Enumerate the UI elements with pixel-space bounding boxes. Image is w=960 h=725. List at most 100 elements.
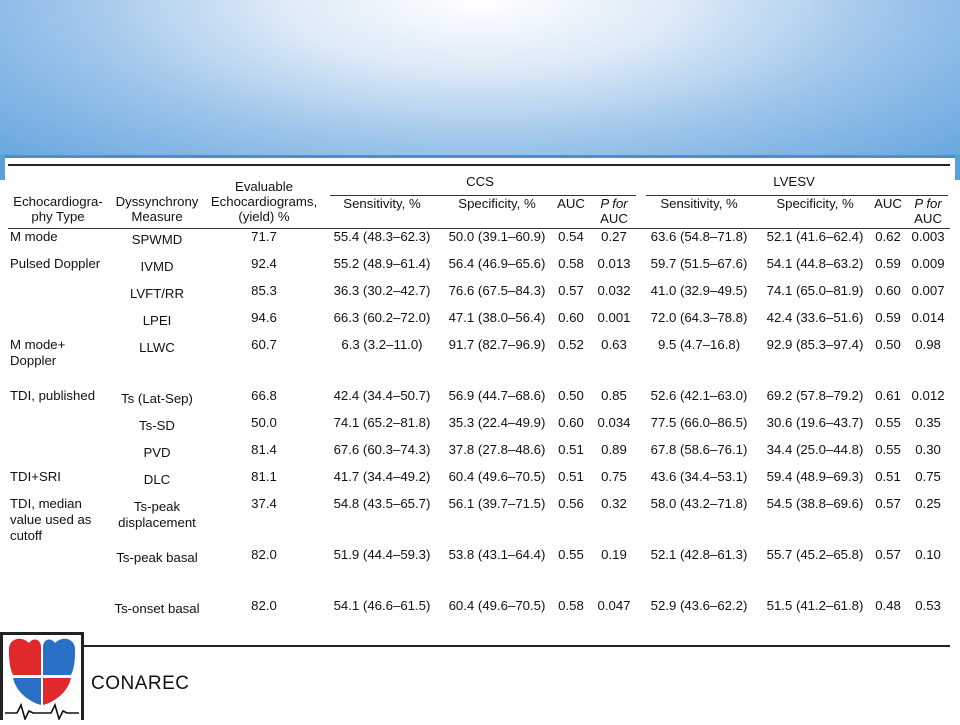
- cell-ccs-p: 0.63: [601, 337, 627, 352]
- cell-lv-auc: 0.55: [875, 415, 901, 430]
- cell-ccs-auc: 0.58: [558, 256, 584, 271]
- banner-edge-left: [0, 155, 5, 180]
- cell-measure: LVFT/RR: [130, 286, 184, 301]
- cell-type: M mode+ Doppler: [10, 337, 66, 368]
- cell-type: TDI, median value used as cutoff: [10, 496, 92, 543]
- cell-measure: Ts-SD: [139, 418, 175, 433]
- cell-type: [8, 547, 108, 598]
- table-row: Pulsed Doppler IVMD 92.4 55.2 (48.9–61.4) 56…: [8, 256, 950, 283]
- table-row: M mode+ Doppler LLWC 60.7 6.3 (3.2–11.0) 91.…: [8, 337, 950, 388]
- cell-lv-p: 0.25: [915, 496, 941, 511]
- cell-lv-auc: 0.48: [870, 598, 907, 647]
- cell-lv-sens: 63.6 (54.8–71.8): [650, 229, 748, 244]
- cell-type: TDI+SRI: [10, 469, 61, 484]
- cell-ccs-spec: 37.8 (27.8–48.6): [448, 442, 546, 457]
- cell-ccs-p: 0.32: [601, 496, 627, 511]
- cell-lv-auc: 0.62: [875, 229, 901, 244]
- cell-lv-spec: 30.6 (19.6–43.7): [766, 415, 864, 430]
- cell-lv-spec: 69.2 (57.8–79.2): [766, 388, 864, 403]
- table-row: TDI, median value used as cutoff Ts-peak …: [8, 496, 950, 547]
- header-ccs-specificity: Specificity, %: [442, 196, 552, 229]
- cell-lv-p: 0.009: [911, 256, 945, 271]
- cell-lv-p: 0.30: [915, 442, 941, 457]
- cell-lv-sens: 52.1 (42.8–61.3): [650, 547, 748, 562]
- cell-measure: SPWMD: [131, 232, 183, 247]
- cell-lv-auc: 0.50: [875, 337, 901, 352]
- cell-measure: Ts-peak basal: [116, 550, 198, 565]
- cell-yield: 50.0: [251, 415, 277, 430]
- cell-lv-p: 0.003: [911, 229, 945, 244]
- cell-ccs-spec: 56.9 (44.7–68.6): [448, 388, 546, 403]
- cell-ccs-spec: 56.1 (39.7–71.5): [448, 496, 546, 511]
- cell-lv-spec: 54.1 (44.8–63.2): [766, 256, 864, 271]
- cell-type: [8, 310, 108, 337]
- cell-lv-spec: 55.7 (45.2–65.8): [766, 547, 864, 562]
- cell-lv-p: 0.012: [911, 388, 945, 403]
- cell-lv-p: 0.98: [915, 337, 941, 352]
- cell-measure: Ts-onset basal: [108, 598, 206, 647]
- cell-lv-auc: 0.55: [875, 442, 901, 457]
- cell-lv-p: 0.35: [915, 415, 941, 430]
- cell-ccs-auc: 0.54: [558, 229, 584, 244]
- cell-ccs-sens: 55.4 (48.3–62.3): [333, 229, 431, 244]
- header-lvesv-auc: AUC: [870, 196, 907, 229]
- cell-lv-sens: 72.0 (64.3–78.8): [650, 310, 748, 325]
- cell-measure: Ts (Lat-Sep): [121, 391, 193, 406]
- cell-ccs-p: 0.27: [601, 229, 627, 244]
- header-ccs-p: P for AUC: [590, 196, 639, 229]
- cell-ccs-auc: 0.58: [552, 598, 590, 647]
- cell-measure: Ts-peak displacement: [118, 499, 196, 530]
- cell-lv-spec: 42.4 (33.6–51.6): [766, 310, 864, 325]
- brand-name: CONAREC: [91, 673, 190, 694]
- cell-type: TDI, published: [10, 388, 96, 403]
- cell-type: [8, 283, 108, 310]
- header-lvesv-sensitivity: Sensitivity, %: [638, 196, 761, 229]
- cell-type: M mode: [10, 229, 58, 244]
- cell-yield: 37.4: [251, 496, 277, 511]
- cell-lv-spec: 51.5 (41.2–61.8): [760, 598, 871, 647]
- header-echo-type: Echocardiogra-phy Type: [8, 164, 108, 229]
- cell-lv-auc: 0.60: [875, 283, 901, 298]
- table-row: LVFT/RR 85.3 36.3 (30.2–42.7) 76.6 (67.5–84…: [8, 283, 950, 310]
- cell-lv-sens: 41.0 (32.9–49.5): [650, 283, 748, 298]
- table-row: Ts-peak basal 82.0 51.9 (44.4–59.3) 53.8 (4…: [8, 547, 950, 598]
- cell-ccs-auc: 0.52: [558, 337, 584, 352]
- cell-ccs-sens: 66.3 (60.2–72.0): [333, 310, 431, 325]
- header-lvesv-specificity: Specificity, %: [760, 196, 871, 229]
- cell-measure: DLC: [143, 472, 171, 487]
- table-panel: [5, 158, 955, 628]
- header-lvesv: LVESV: [638, 164, 951, 196]
- cell-ccs-auc: 0.56: [558, 496, 584, 511]
- cell-lv-auc: 0.59: [875, 310, 901, 325]
- cell-lv-sens: 52.9 (43.6–62.2): [638, 598, 761, 647]
- cell-yield: 92.4: [251, 256, 277, 271]
- cell-lv-sens: 58.0 (43.2–71.8): [650, 496, 748, 511]
- cell-lv-sens: 9.5 (4.7–16.8): [657, 337, 741, 352]
- cell-ccs-p: 0.001: [597, 310, 631, 325]
- cell-ccs-auc: 0.55: [558, 547, 584, 562]
- cell-yield: 60.7: [251, 337, 277, 352]
- cell-ccs-p: 0.032: [597, 283, 631, 298]
- cell-ccs-sens: 41.7 (34.4–49.2): [333, 469, 431, 484]
- cell-ccs-p: 0.89: [601, 442, 627, 457]
- cell-lv-spec: 34.4 (25.0–44.8): [766, 442, 864, 457]
- cell-lv-spec: 59.4 (48.9–69.3): [766, 469, 864, 484]
- cell-ccs-auc: 0.57: [558, 283, 584, 298]
- cell-lv-auc: 0.61: [875, 388, 901, 403]
- cell-type: Pulsed Doppler: [10, 256, 101, 271]
- cell-ccs-sens: 6.3 (3.2–11.0): [341, 337, 423, 352]
- cell-lv-sens: 52.6 (42.1–63.0): [650, 388, 748, 403]
- cell-lv-auc: 0.59: [875, 256, 901, 271]
- header-evaluable: Evaluable Echocardiograms, (yield) %: [206, 164, 322, 229]
- cell-lv-auc: 0.57: [875, 547, 901, 562]
- cell-lv-sens: 77.5 (66.0–86.5): [650, 415, 748, 430]
- cell-ccs-spec: 76.6 (67.5–84.3): [448, 283, 546, 298]
- table-row: TDI+SRI DLC 81.1 41.7 (34.4–49.2) 60.4 (49.6…: [8, 469, 950, 496]
- cell-yield: 66.8: [251, 388, 277, 403]
- cell-lv-p: 0.007: [911, 283, 945, 298]
- banner-edge-right: [955, 155, 960, 180]
- cell-yield: 81.1: [251, 469, 277, 484]
- cell-measure: IVMD: [140, 259, 174, 274]
- cell-yield: 82.0: [251, 547, 277, 562]
- cell-ccs-p: 0.85: [601, 388, 627, 403]
